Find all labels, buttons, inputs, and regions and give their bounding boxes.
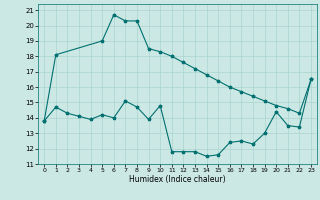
X-axis label: Humidex (Indice chaleur): Humidex (Indice chaleur) (129, 175, 226, 184)
